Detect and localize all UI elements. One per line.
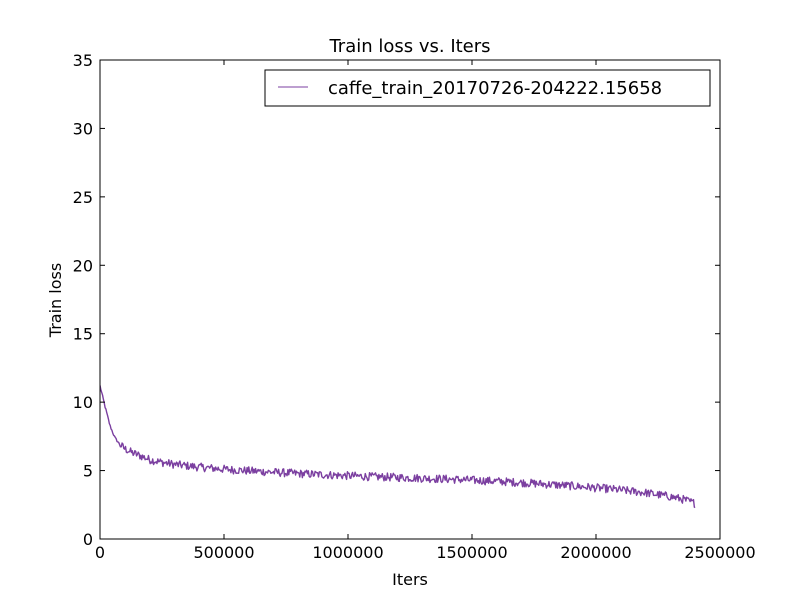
y-axis-label: Train loss	[46, 263, 65, 338]
legend: caffe_train_20170726-204222.15658	[264, 69, 711, 107]
series-layer	[100, 385, 696, 509]
y-tick-label: 20	[73, 256, 93, 275]
legend-label: caffe_train_20170726-204222.15658	[328, 78, 662, 99]
y-tick-label: 10	[73, 393, 93, 412]
y-tick-label: 30	[73, 119, 93, 138]
chart-title: Train loss vs. Iters	[328, 36, 490, 57]
x-tick-label: 1000000	[312, 543, 383, 562]
y-tick-label: 35	[73, 51, 93, 70]
y-tick-label: 25	[73, 188, 93, 207]
plot-frame	[99, 59, 721, 540]
x-tick-label: 2000000	[560, 543, 631, 562]
y-axis-ticks: 0 5 10 15 20 25 30 35	[73, 51, 720, 549]
x-tick-label: 1500000	[436, 543, 507, 562]
x-tick-label: 500000	[193, 543, 254, 562]
plot-area	[99, 59, 721, 540]
series-line	[100, 385, 696, 509]
legend-box	[264, 69, 711, 107]
y-tick-label: 5	[83, 462, 93, 481]
x-tick-label: 2500000	[684, 543, 755, 562]
y-tick-label: 15	[73, 325, 93, 344]
x-tick-label: 0	[95, 543, 105, 562]
x-axis-label: Iters	[392, 570, 428, 589]
x-axis-ticks: 0 500000 1000000 1500000 2000000 2500000	[95, 60, 756, 562]
y-tick-label: 0	[83, 530, 93, 549]
